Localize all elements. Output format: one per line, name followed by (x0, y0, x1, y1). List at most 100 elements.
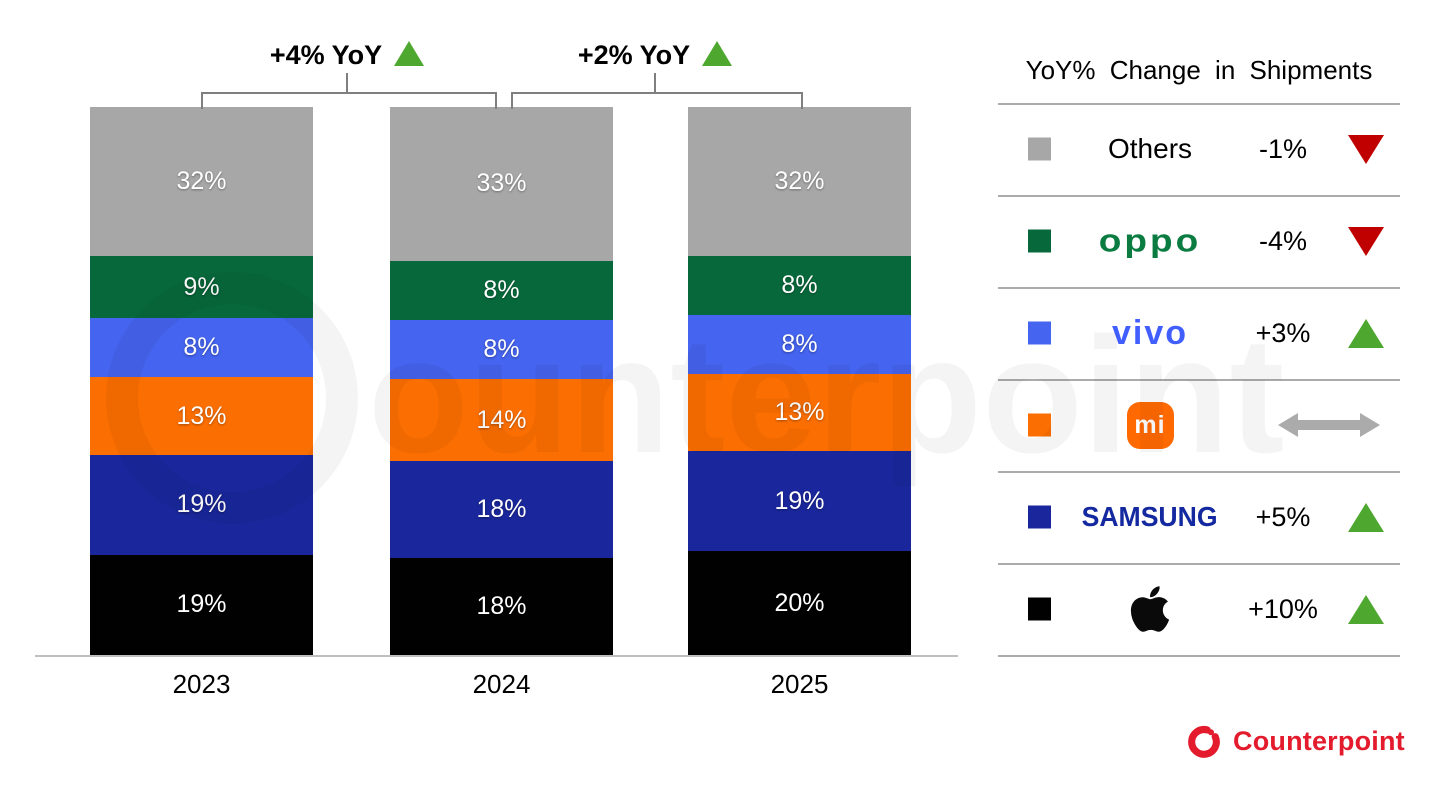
bar-segment-others: 33% (390, 107, 613, 261)
year-label-2023: 2023 (172, 669, 231, 699)
legend-separator (998, 287, 1400, 289)
change-up-icon (1348, 594, 1384, 624)
annotation-up-triangle-icon (702, 41, 733, 66)
bar-segment-oppo: 8% (390, 260, 613, 320)
legend-separator (998, 379, 1400, 381)
legend-separator (998, 103, 1400, 105)
segment-label: 8% (781, 329, 818, 358)
yoy-bracket (201, 92, 497, 109)
bar-segment-oppo: 9% (90, 255, 313, 319)
segment-label: 32% (774, 166, 825, 195)
yoy-bracket-stem (346, 73, 348, 92)
yoy-bracket-stem (654, 73, 656, 92)
segment-label: 14% (476, 405, 527, 434)
segment-label: 13% (176, 401, 227, 430)
change-value: +3% (1255, 317, 1311, 348)
segment-label: 19% (176, 490, 227, 519)
segment-label: 32% (176, 166, 227, 195)
legend-title: YoY% Change in Shipments (1025, 55, 1373, 85)
legend-row-oppo: oppo -4% (998, 195, 1400, 287)
yoy-annotation: +2% YoY (495, 40, 815, 71)
change-direction-cell (1348, 563, 1400, 655)
segment-label: 18% (476, 592, 527, 620)
segment-label: 8% (781, 270, 818, 299)
legend-brand-cell: mi (1060, 379, 1240, 471)
bar-segment-samsung: 19% (90, 454, 313, 555)
stacked-bar-2025: 32% 8% 8% 13% 19% 20% (688, 107, 911, 656)
bar-segment-vivo: 8% (390, 319, 613, 380)
bar-segment-vivo: 8% (90, 318, 313, 378)
segment-label: 19% (176, 590, 227, 619)
legend-swatch (1028, 321, 1051, 345)
brand-logo-oppo: oppo (1098, 222, 1202, 259)
change-up-icon (1348, 502, 1384, 532)
legend-brand-cell: oppo (1060, 195, 1240, 287)
legend-swatch (1028, 137, 1051, 161)
change-direction-cell (1348, 471, 1400, 563)
change-direction-cell (1348, 103, 1400, 195)
stacked-bar-2023: 32% 9% 8% 13% 19% 19% (90, 107, 313, 656)
yoy-annotation-label: +2% YoY (577, 40, 691, 70)
bar-segment-apple: 18% (390, 558, 613, 655)
segment-label: 19% (774, 486, 825, 515)
xiaomi-logo-badge: mi (1126, 401, 1174, 449)
change-value: +10% (1248, 593, 1318, 624)
legend-row-samsung: SAMSUNG +5% (998, 471, 1400, 563)
legend-brand-cell: vivo (1060, 287, 1240, 379)
legend-row-others: Others -1% (998, 103, 1400, 195)
bar-segment-others: 32% (90, 107, 313, 256)
segment-label: 13% (774, 397, 825, 426)
change-direction-cell (1273, 379, 1403, 471)
bar-segment-vivo: 8% (688, 314, 911, 374)
legend-separator (998, 195, 1400, 197)
counterpoint-logo: Counterpoint (1185, 722, 1405, 760)
segment-label: 9% (183, 272, 220, 301)
change-value: +5% (1255, 501, 1311, 532)
brand-logo-vivo: vivo (1111, 313, 1189, 352)
legend-swatch (1028, 413, 1051, 437)
annotation-up-triangle-icon (394, 41, 425, 66)
bar-segment-xiaomi: 13% (688, 373, 911, 452)
segment-label: 8% (483, 335, 520, 363)
brand-logo-samsung: SAMSUNG (1082, 501, 1218, 532)
brand-label-others: Others (1107, 133, 1193, 164)
change-direction-cell (1348, 287, 1400, 379)
segment-label: 20% (774, 588, 825, 617)
change-value: -4% (1258, 225, 1307, 256)
yoy-annotation-label: +4% YoY (269, 40, 383, 70)
legend-swatch (1028, 505, 1051, 529)
x-axis-line (35, 655, 958, 657)
legend-brand-cell (1060, 563, 1240, 655)
legend-separator (998, 471, 1400, 473)
legend-swatch (1028, 597, 1051, 621)
segment-label: 8% (483, 275, 520, 304)
legend-row-apple: +10% (998, 563, 1400, 655)
flat-arrow-icon (1278, 413, 1380, 437)
apple-logo-icon (1130, 586, 1170, 632)
change-down-icon (1348, 226, 1384, 256)
change-down-icon (1348, 134, 1384, 164)
segment-label: 18% (476, 495, 527, 523)
change-up-icon (1348, 318, 1384, 348)
change-direction-cell (1348, 195, 1400, 287)
segment-label: 8% (183, 333, 220, 362)
bar-segment-others: 32% (688, 107, 911, 256)
legend-swatch (1028, 229, 1051, 253)
stacked-bar-2024: 33% 8% 8% 14% 18% 18% (390, 107, 613, 655)
bar-segment-samsung: 19% (688, 451, 911, 552)
counterpoint-logo-text: Counterpoint (1233, 725, 1405, 756)
bar-segment-apple: 19% (90, 554, 313, 656)
bar-segment-samsung: 18% (390, 461, 613, 558)
legend-brand-cell: Others (1060, 103, 1240, 195)
legend-row-vivo: vivo +3% (998, 287, 1400, 379)
change-value: -1% (1258, 133, 1307, 164)
year-label-2025: 2025 (770, 669, 829, 699)
counterpoint-logo-icon (1188, 726, 1220, 758)
bar-segment-xiaomi: 13% (90, 377, 313, 455)
yoy-bracket (511, 92, 803, 109)
xiaomi-logo-text: mi (1134, 410, 1166, 439)
year-label-2024: 2024 (472, 669, 531, 699)
bar-segment-apple: 20% (688, 551, 911, 656)
legend-row-xiaomi: mi (998, 379, 1400, 471)
